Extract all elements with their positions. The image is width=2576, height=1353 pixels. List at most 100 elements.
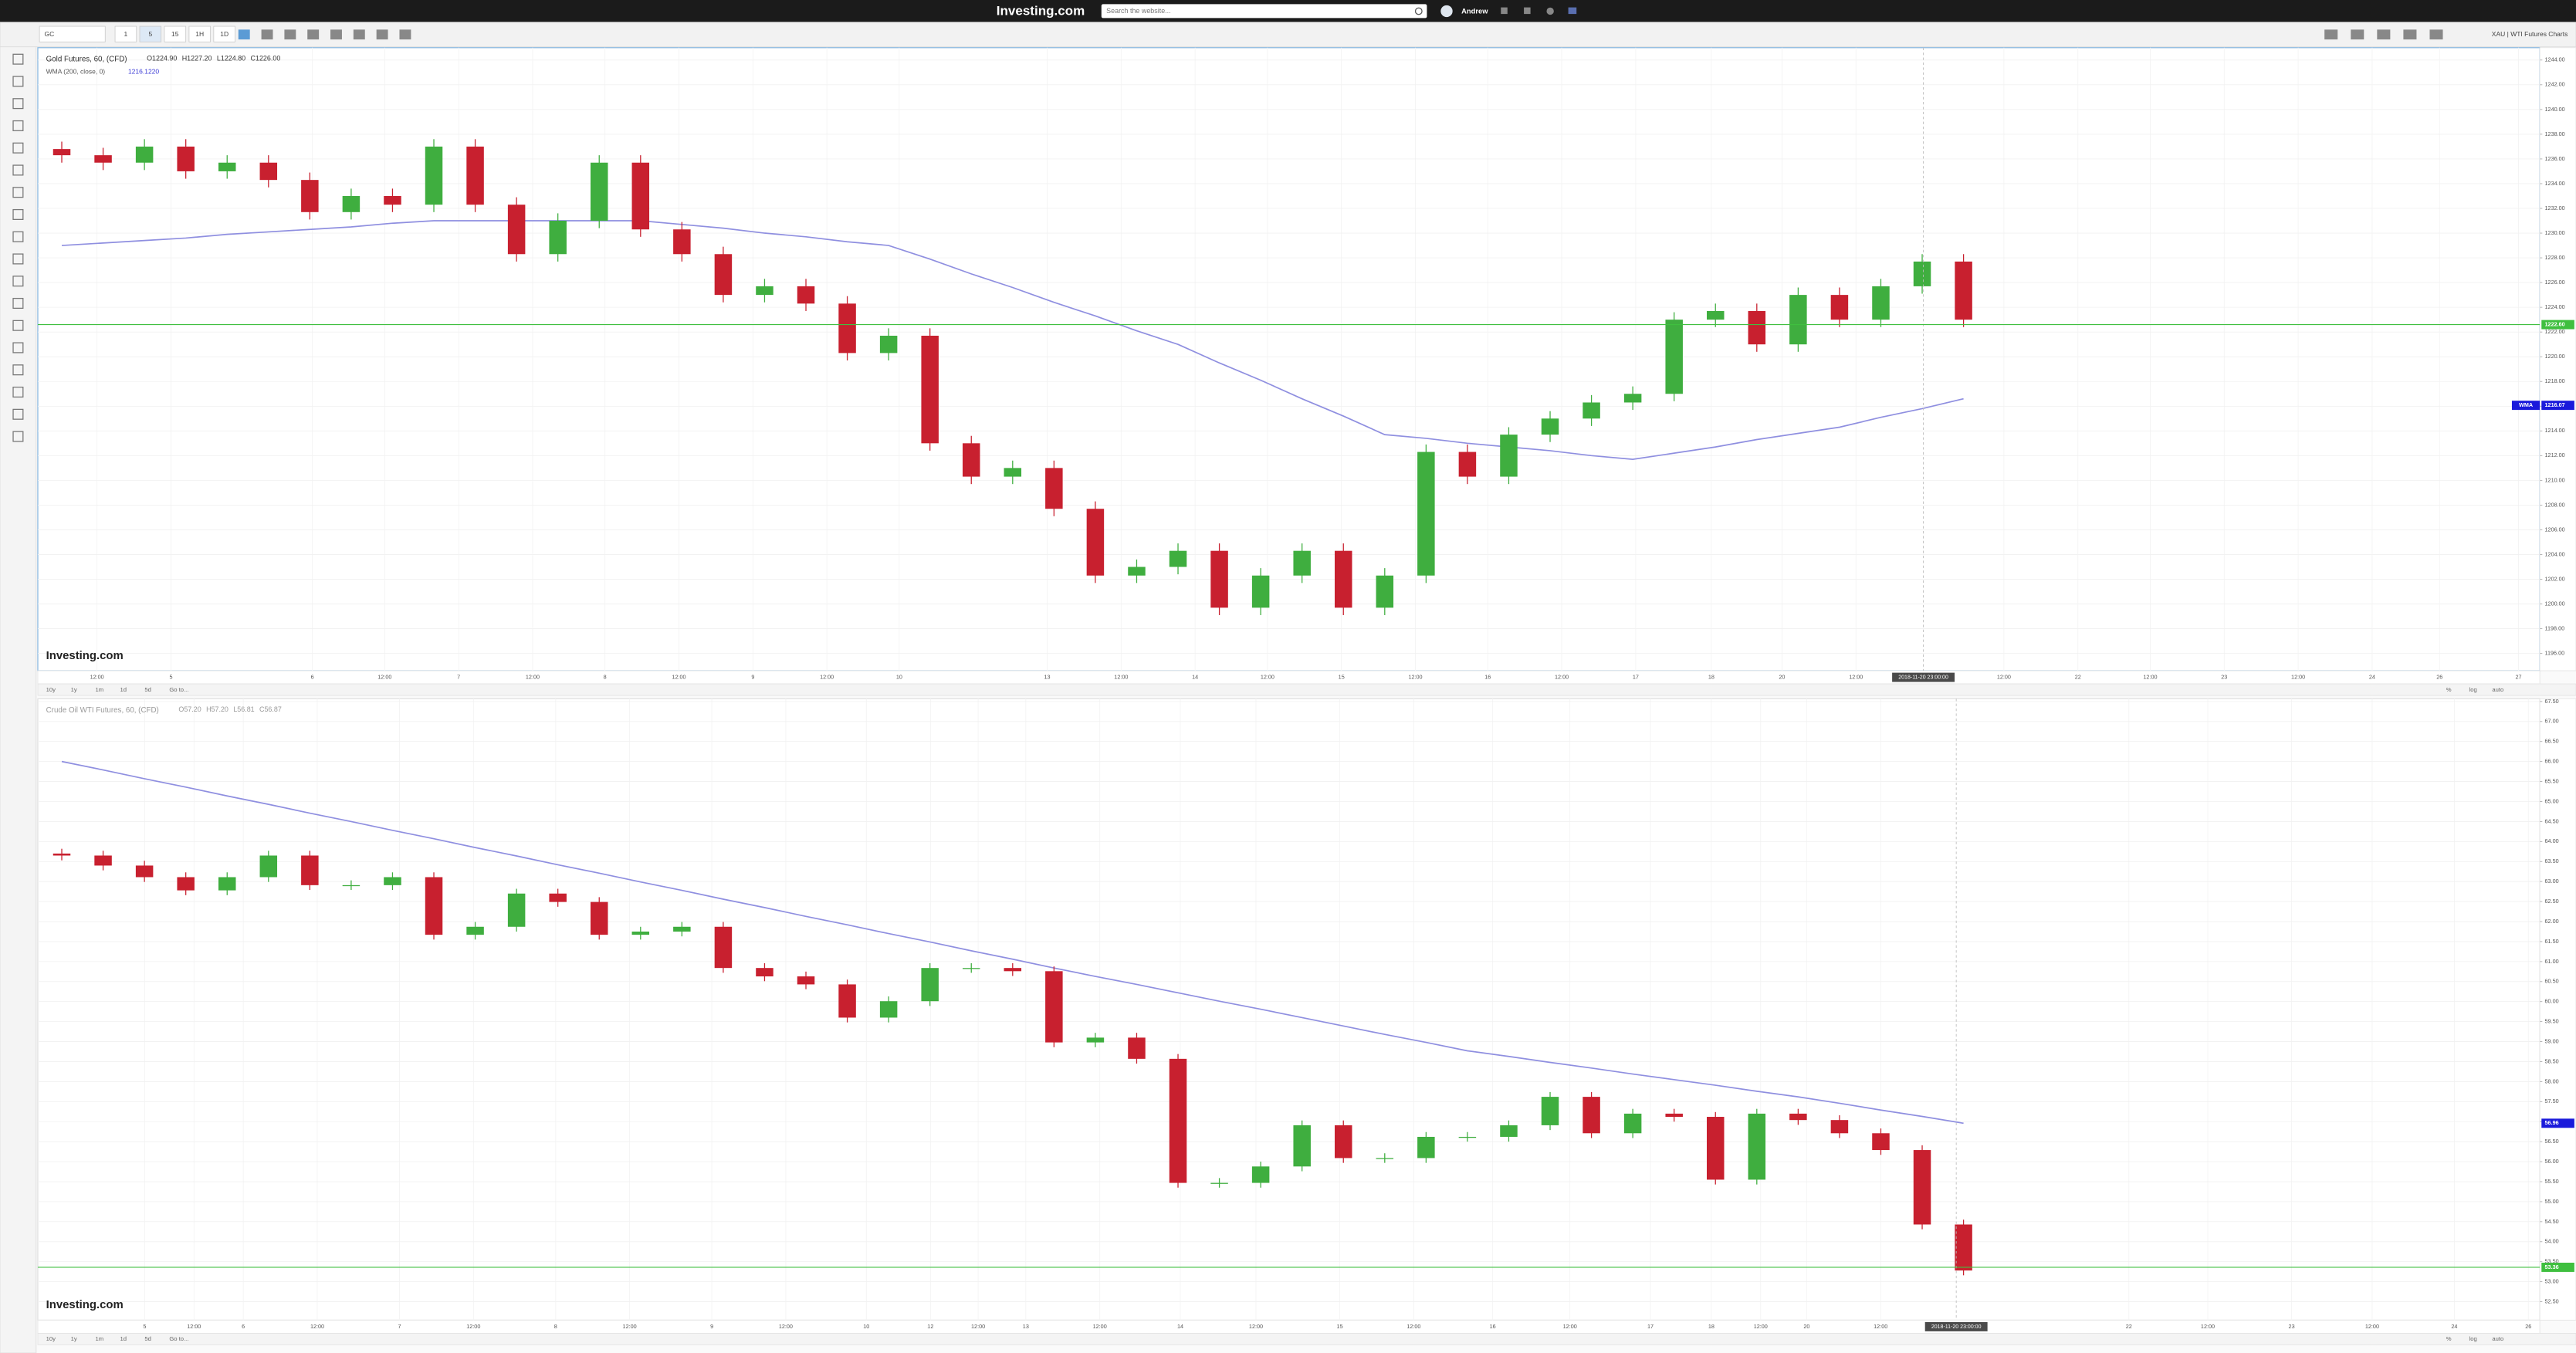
flag-icon[interactable] [1568,7,1577,15]
bell-icon[interactable] [1501,7,1508,15]
drawing-tool-icon[interactable] [12,342,24,353]
drawing-tool-icon[interactable] [12,187,24,198]
candle-body [1417,1136,1435,1159]
toolbar-icon[interactable] [284,29,296,40]
indicator-name: WMA (200, close, 0) [46,68,106,76]
toolbar-icon[interactable] [353,29,365,40]
interval-label[interactable]: 1 [124,30,128,38]
drawing-tool-icon[interactable] [12,364,24,376]
drawing-tool-icon[interactable] [12,76,24,87]
drawing-tool-icon[interactable] [12,53,24,65]
drawing-tool-icon[interactable] [12,320,24,331]
candle-body [1500,1125,1518,1137]
search-icon[interactable] [1414,7,1423,15]
toolbar-icon[interactable] [2324,29,2338,40]
logo[interactable]: Investing.com [997,3,1085,18]
toolbar-icon[interactable] [2403,29,2417,40]
interval-label[interactable]: 1D [220,30,228,38]
y-tick-label: 1232.00 [2545,205,2565,211]
symbol[interactable]: GC [44,30,54,38]
candle-body [549,221,567,255]
range-button[interactable]: 1m [96,686,104,693]
range-button[interactable]: 1d [120,1335,127,1342]
y-tick-label: 1244.00 [2545,56,2565,63]
candle-body [466,146,484,205]
toolbar-icon[interactable] [376,29,388,40]
drawing-tool-icon[interactable] [12,276,24,287]
interval-button[interactable] [213,25,235,42]
interval-label[interactable]: 5 [148,30,152,38]
scale-button[interactable]: % [2446,1335,2452,1342]
range-button[interactable]: 5d [144,1335,151,1342]
drawing-tool-icon[interactable] [12,164,24,176]
candle-body [1748,310,1766,345]
y-tick-label: 55.50 [2545,1178,2559,1185]
clock-icon[interactable] [1546,7,1554,15]
range-button[interactable]: 10y [46,686,56,693]
user-avatar[interactable] [1440,5,1453,18]
toolbar-icon[interactable] [2351,29,2364,40]
candle-body [1458,452,1477,477]
x-tick-label: 12:00 [1563,1323,1577,1330]
drawing-tool-icon[interactable] [12,386,24,398]
x-tick-label: 27 [2515,673,2521,680]
candle-body [1376,575,1394,608]
interval-button[interactable] [114,25,137,42]
interval-button[interactable] [188,25,212,42]
drawing-tool-icon[interactable] [12,142,24,154]
drawing-tool-icon[interactable] [12,431,24,442]
drawing-tool-icon[interactable] [12,208,24,220]
range-button[interactable]: 1y [71,1335,77,1342]
x-tick-label: 18 [1708,673,1715,680]
symbol-input[interactable] [39,25,106,42]
toolbar-icon[interactable] [399,29,411,40]
candle-body [466,926,484,935]
candle-body [1210,1182,1228,1184]
range-button[interactable]: Go to... [169,1335,188,1342]
drawing-tool-icon[interactable] [12,98,24,110]
toolbar-icon[interactable] [307,29,320,40]
toolbar-icon[interactable] [2429,29,2443,40]
user-name[interactable]: Andrew [1461,7,1488,15]
y-tick-label: 53.50 [2545,1258,2559,1265]
y-tick-label: 1226.00 [2545,279,2565,286]
drawing-tool-icon[interactable] [12,408,24,420]
layout-label[interactable]: XAU | WTI Futures Charts [2492,30,2568,38]
y-tick-label: 55.00 [2545,1198,2559,1205]
y-tick-label: 66.50 [2545,738,2559,745]
candle-body [259,855,278,878]
range-button[interactable]: 1d [120,686,127,693]
x-tick-label: 8 [604,673,607,680]
candle-body [1955,1224,1972,1271]
range-button[interactable]: 1y [71,686,77,693]
search-box[interactable] [1101,4,1427,19]
y-tick-label: 1242.00 [2545,81,2565,88]
toolbar-icon[interactable] [2377,29,2391,40]
interval-label[interactable]: 1H [195,30,204,38]
search-placeholder[interactable]: Search the website... [1106,7,1170,15]
toolbar-icon[interactable] [330,29,342,40]
toolbar-icon[interactable] [261,29,273,40]
drawing-tool-icon[interactable] [12,231,24,242]
scale-button[interactable]: auto [2492,686,2503,693]
range-button[interactable]: Go to... [169,686,188,693]
interval-button[interactable] [164,25,187,42]
range-button[interactable]: 5d [144,686,151,693]
range-button[interactable]: 10y [46,1335,56,1342]
mail-icon[interactable] [1524,7,1531,15]
candle-body [921,968,939,1002]
scale-button[interactable]: % [2446,686,2452,693]
scale-button[interactable]: log [2469,686,2477,693]
range-button[interactable]: 1m [96,1335,104,1342]
drawing-tool-icon[interactable] [12,120,24,131]
toolbar-icon[interactable] [238,29,250,40]
interval-button[interactable] [139,25,162,42]
scale-button[interactable]: log [2469,1335,2477,1342]
drawing-tool-icon[interactable] [12,253,24,265]
price-label-box [2541,320,2574,330]
interval-label[interactable]: 15 [171,30,179,38]
chart-title: Crude Oil WTI Futures, 60, (CFD) [46,706,159,715]
drawing-tool-icon[interactable] [12,297,24,309]
scale-button[interactable]: auto [2492,1335,2503,1342]
